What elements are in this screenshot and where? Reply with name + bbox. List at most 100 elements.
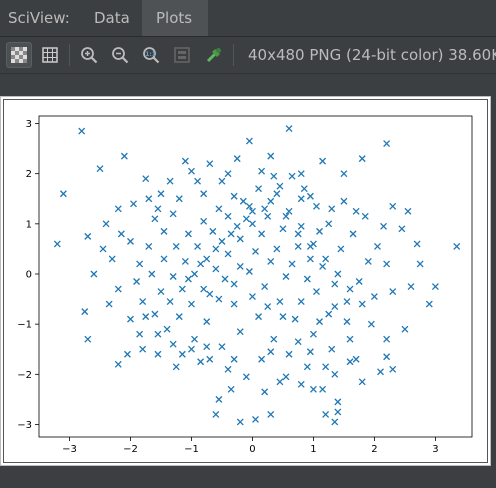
scatter-point [224, 212, 232, 220]
scatter-point [355, 278, 363, 285]
scatter-point [313, 288, 320, 296]
scatter-point [236, 263, 244, 270]
y-tick-label: −1 [17, 320, 32, 331]
scatter-point [102, 220, 110, 228]
scatter-point [218, 343, 226, 351]
scatter-point [334, 398, 342, 406]
scatter-point [343, 318, 351, 326]
scatter-point [105, 300, 113, 308]
scatter-point [282, 273, 290, 280]
scatter-point [154, 205, 162, 213]
x-tick-label: 3 [432, 444, 438, 455]
tab-plots[interactable]: Plots [142, 0, 208, 36]
scatter-point [248, 220, 256, 228]
scatter-point [255, 185, 263, 193]
fit-to-window-button[interactable] [169, 42, 195, 68]
scatter-chart: −3 −2 −1 0 1 2 3 3 2 1 0 −1 −2 −3 [17, 115, 473, 455]
scatter-point [200, 190, 208, 198]
scatter-point [212, 265, 220, 273]
scatter-point [130, 200, 137, 208]
scatter-point [364, 257, 372, 265]
scatter-point [306, 348, 314, 356]
scatter-point [294, 242, 302, 250]
scatter-point [267, 197, 275, 205]
grid-button[interactable] [37, 42, 63, 68]
scatter-point [328, 205, 336, 213]
scatter-point [389, 288, 397, 296]
scatter-point [309, 330, 317, 338]
toolbar-separator [69, 44, 70, 66]
scatter-point [218, 177, 226, 185]
scatter-point [361, 212, 369, 220]
scatter-point [114, 205, 122, 213]
y-tick-label: −2 [17, 370, 32, 381]
x-tick-label: 2 [371, 444, 377, 455]
actual-size-button[interactable]: 1:1 [138, 42, 164, 68]
scatter-point [191, 270, 198, 278]
scatter-point [285, 125, 293, 132]
scatter-point [267, 152, 275, 160]
scatter-point [309, 385, 317, 393]
scatter-point [374, 242, 381, 250]
scatter-point [206, 290, 214, 298]
actual-size-icon: 1:1 [143, 47, 160, 64]
scatter-point [322, 363, 330, 371]
scatter-point [184, 275, 192, 283]
tab-bar: SciView: Data Plots [0, 0, 496, 37]
scatter-point [267, 348, 275, 356]
scatter-point [380, 222, 388, 230]
color-picker-button[interactable] [201, 42, 227, 68]
scatter-point [346, 358, 354, 366]
scatter-point [224, 250, 232, 258]
scatter-point [416, 260, 424, 268]
panel-footer [0, 466, 496, 488]
scatter-point [401, 325, 409, 333]
tab-data[interactable]: Data [94, 9, 130, 27]
scatter-point [188, 300, 195, 308]
scatter-point [306, 242, 314, 250]
plot-image: −3 −2 −1 0 1 2 3 3 2 1 0 −1 −2 −3 [0, 96, 491, 466]
scatter-point [239, 197, 247, 205]
scatter-point [252, 247, 259, 255]
zoom-out-button[interactable] [107, 42, 133, 68]
scatter-point [245, 268, 253, 275]
scatter-point [276, 298, 284, 306]
scatter-point [114, 360, 122, 368]
scatter-point [431, 283, 439, 290]
zoom-in-button[interactable] [76, 42, 102, 68]
scatter-point [383, 335, 391, 343]
scatter-point [340, 197, 348, 205]
scatter-point [297, 380, 305, 388]
scatter-point [300, 185, 308, 193]
y-tick-label: 3 [26, 119, 32, 130]
scatter-point [96, 165, 104, 173]
x-tick-label: 0 [249, 444, 255, 455]
scatter-point [425, 300, 433, 308]
scatter-point [120, 152, 128, 160]
checkerboard-button[interactable] [6, 42, 32, 68]
scatter-point [252, 415, 259, 423]
scatter-point [367, 320, 375, 328]
scatter-point [267, 410, 275, 418]
scatter-point [258, 230, 266, 238]
scatter-point [172, 363, 180, 371]
scatter-point [181, 257, 189, 265]
scatter-point [383, 260, 391, 268]
scatter-point [114, 285, 122, 293]
scatter-point [90, 270, 98, 278]
scatter-point [316, 318, 323, 326]
scatter-point [346, 285, 354, 293]
scatter-point [163, 325, 171, 333]
scatter-point [178, 285, 186, 293]
scatter-point [276, 182, 284, 190]
scatter-point [154, 350, 162, 358]
scatter-point [233, 222, 241, 230]
scatter-point [242, 373, 250, 381]
scatter-point [169, 210, 177, 218]
scatter-point [160, 255, 168, 263]
scatter-point [334, 408, 342, 416]
scatter-point [194, 177, 202, 185]
scatter-point [203, 255, 211, 263]
scatter-point [166, 177, 174, 185]
scatter-point [212, 410, 220, 418]
